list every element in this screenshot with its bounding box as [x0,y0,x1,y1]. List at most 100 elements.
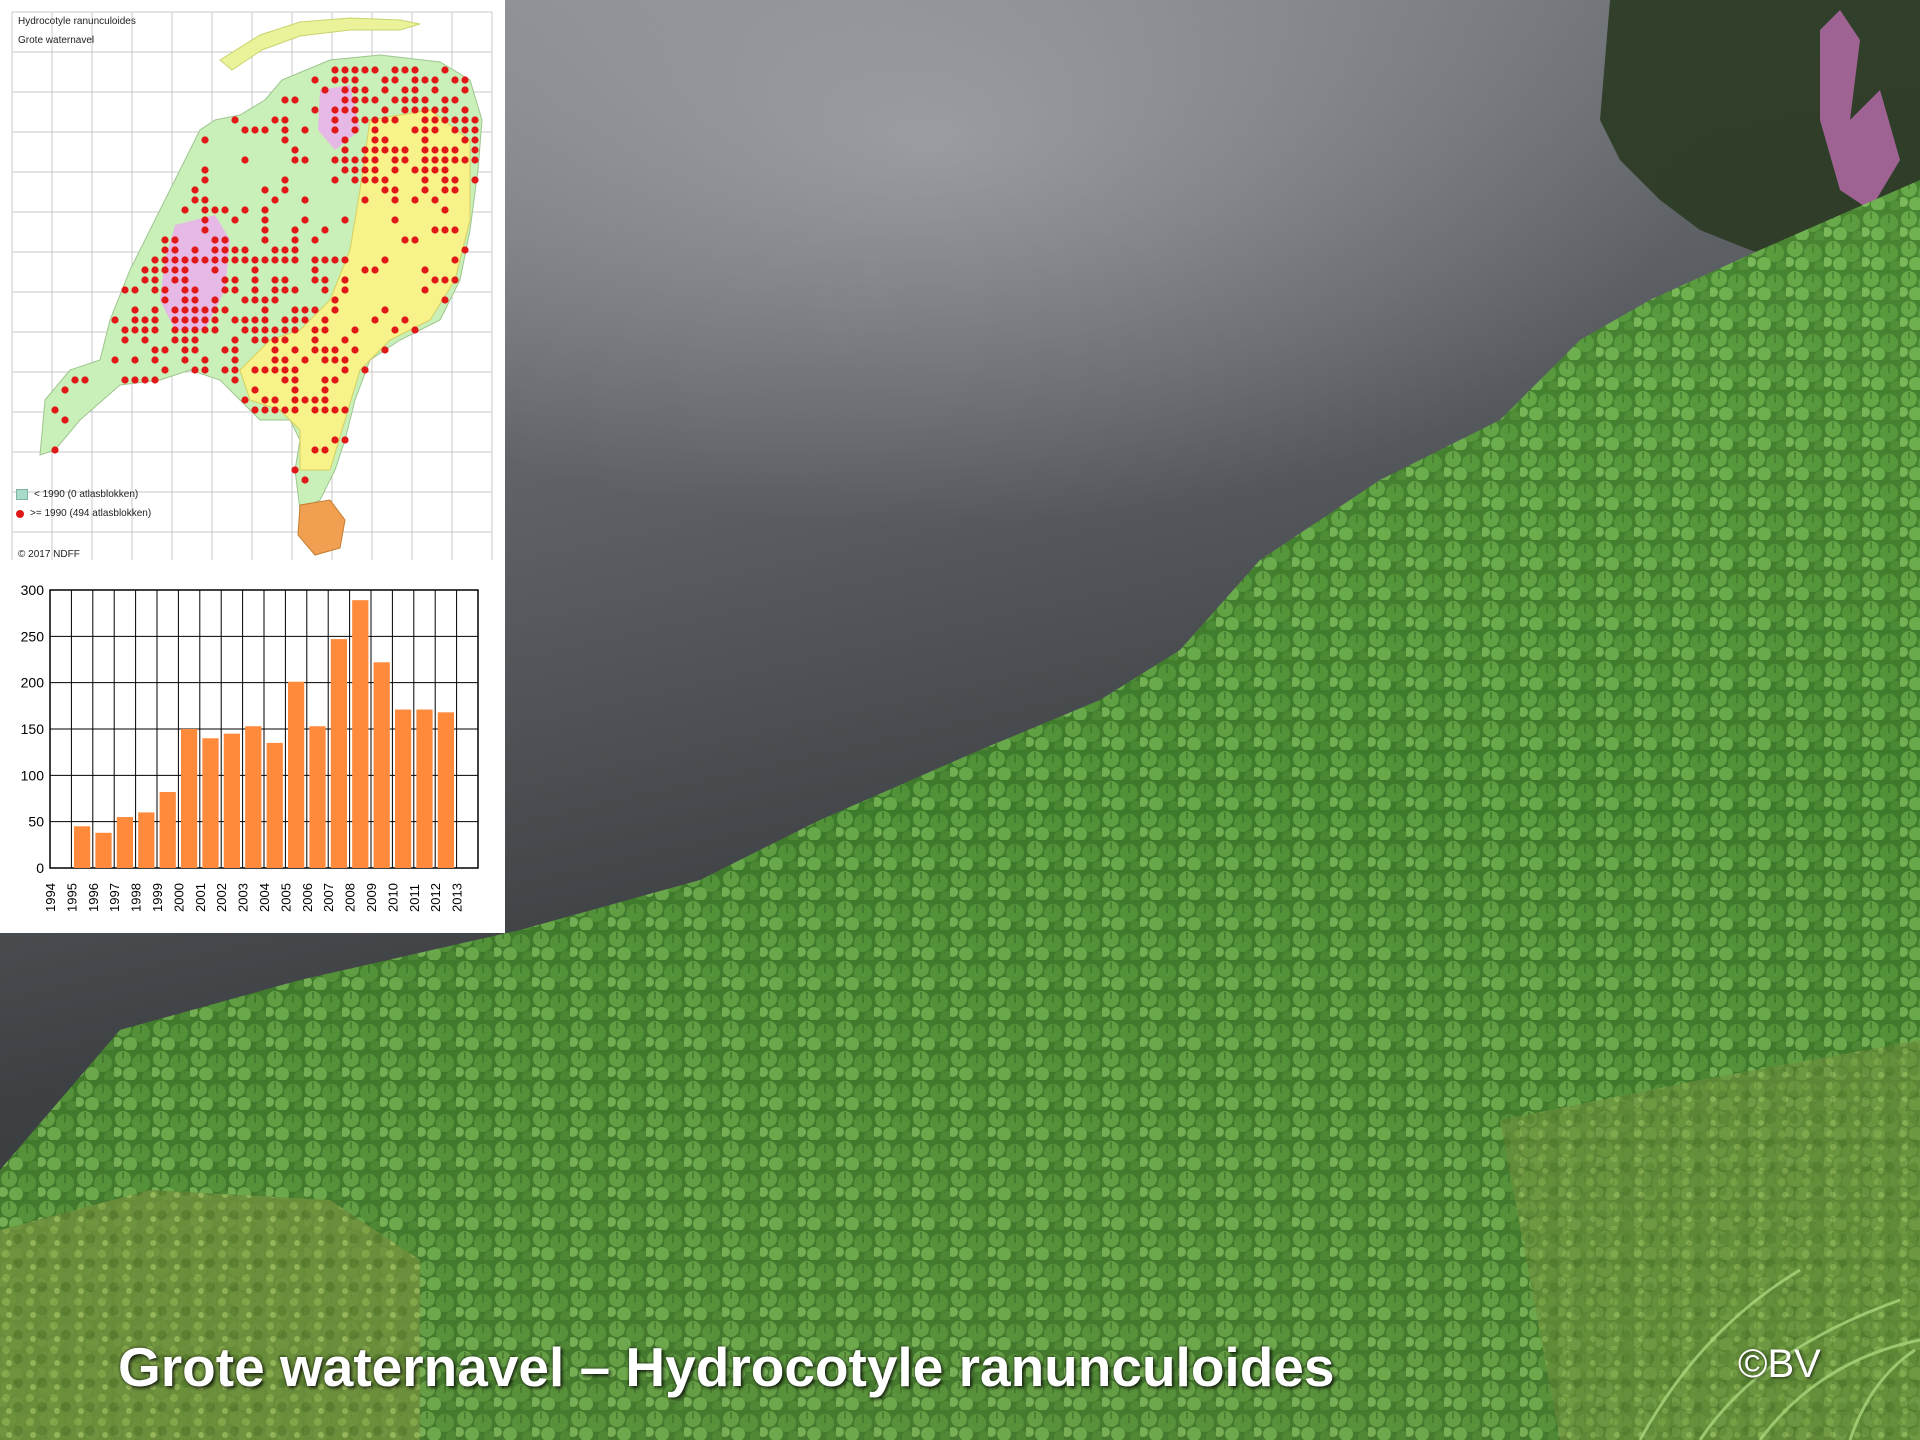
occurrence-dot [361,86,369,94]
occurrence-dot [261,126,269,134]
occurrence-dot [471,176,479,184]
map-wadden-islands [219,17,421,71]
occurrence-dot [401,86,409,94]
x-tick-label: 2013 [450,883,465,912]
occurrence-dot [441,276,449,284]
occurrence-dot [451,226,459,234]
occurrence-dot [191,306,199,314]
occurrence-dot [331,126,339,134]
occurrence-dot [391,146,399,154]
occurrence-dot [311,326,319,334]
occurrence-dot [421,186,429,194]
occurrence-dot [251,266,259,274]
occurrence-dot [311,446,319,454]
occurrence-dot [301,156,309,164]
occurrence-dot [261,206,269,214]
occurrence-dot [281,276,289,284]
occurrence-dot [381,306,389,314]
occurrence-dot [401,236,409,244]
map-copyright: © 2017 NDFF [18,549,80,560]
occurrence-dot [181,336,189,344]
x-tick-label: 2006 [300,883,315,912]
legend-label: < 1990 (0 atlasblokken) [34,489,139,500]
map-title-dutch: Grote waternavel [18,35,95,46]
occurrence-dot [351,156,359,164]
bar-2004 [266,742,283,868]
occurrence-dot [191,286,199,294]
x-tick-label: 2012 [428,883,443,912]
occurrence-dot [321,446,329,454]
occurrence-dot [111,316,119,324]
occurrence-dot [411,66,419,74]
occurrence-dot [371,126,379,134]
occurrence-dot [271,336,279,344]
occurrence-dot [331,406,339,414]
occurrence-dot [271,246,279,254]
occurrence-dot [301,306,309,314]
x-tick-label: 1994 [43,883,58,912]
occurrence-dot [341,106,349,114]
occurrence-dot [161,296,169,304]
occurrence-dot [281,326,289,334]
occurrence-dot [331,116,339,124]
occurrence-dot [441,206,449,214]
bar-1997 [116,817,134,868]
x-tick-label: 1998 [129,883,144,912]
occurrence-dot [401,146,409,154]
occurrence-dot [281,136,289,144]
occurrence-dot [311,396,319,404]
occurrence-dot [411,126,419,134]
occurrence-dot [441,116,449,124]
occurrence-dot [231,346,239,354]
occurrence-dot [141,266,149,274]
occurrence-dot [271,256,279,264]
occurrence-dot [281,256,289,264]
occurrence-dot [381,346,389,354]
occurrence-dot [181,316,189,324]
occurrence-dot [451,256,459,264]
occurrence-dot [161,256,169,264]
legend-label: >= 1990 (494 atlasblokken) [30,508,152,519]
occurrence-dot [201,226,209,234]
y-tick-label: 250 [21,628,45,644]
occurrence-dot [341,96,349,104]
occurrence-dot [311,406,319,414]
occurrence-dot [201,356,209,364]
occurrence-dot [351,76,359,84]
x-tick-label: 2007 [321,883,336,912]
occurrence-dot [231,116,239,124]
occurrence-dot [291,326,299,334]
occurrence-dot [291,256,299,264]
occurrence-dot [341,136,349,144]
occurrence-dot [171,256,179,264]
occurrence-dot [261,336,269,344]
occurrence-dot [311,276,319,284]
occurrence-dot [451,186,459,194]
occurrence-dot [341,356,349,364]
x-tick-label: 2000 [171,883,186,912]
occurrence-dot [321,256,329,264]
occurrence-dot [371,156,379,164]
occurrence-dot [471,146,479,154]
occurrence-dot [251,386,259,394]
map-ijsselmeer-polder [318,85,360,150]
occurrence-dot [441,96,449,104]
occurrence-dot [371,316,379,324]
occurrence-dot [331,256,339,264]
occurrence-dot [361,166,369,174]
occurrence-dot [341,146,349,154]
occurrence-dot [181,326,189,334]
occurrence-dot [181,276,189,284]
occurrence-dot [131,316,139,324]
reed-blades [1638,1268,1920,1440]
x-tick-label: 2001 [193,883,208,912]
map-limburg [297,499,346,556]
occurrence-dot [341,276,349,284]
occurrence-dot [191,246,199,254]
y-tick-label: 100 [21,767,45,783]
bar-2010 [394,709,412,868]
photo-caption: Grote waternavel – Hydrocotyle ranunculo… [118,1336,1335,1398]
occurrence-dot [291,96,299,104]
occurrence-dot [231,366,239,374]
occurrence-dot [431,276,439,284]
